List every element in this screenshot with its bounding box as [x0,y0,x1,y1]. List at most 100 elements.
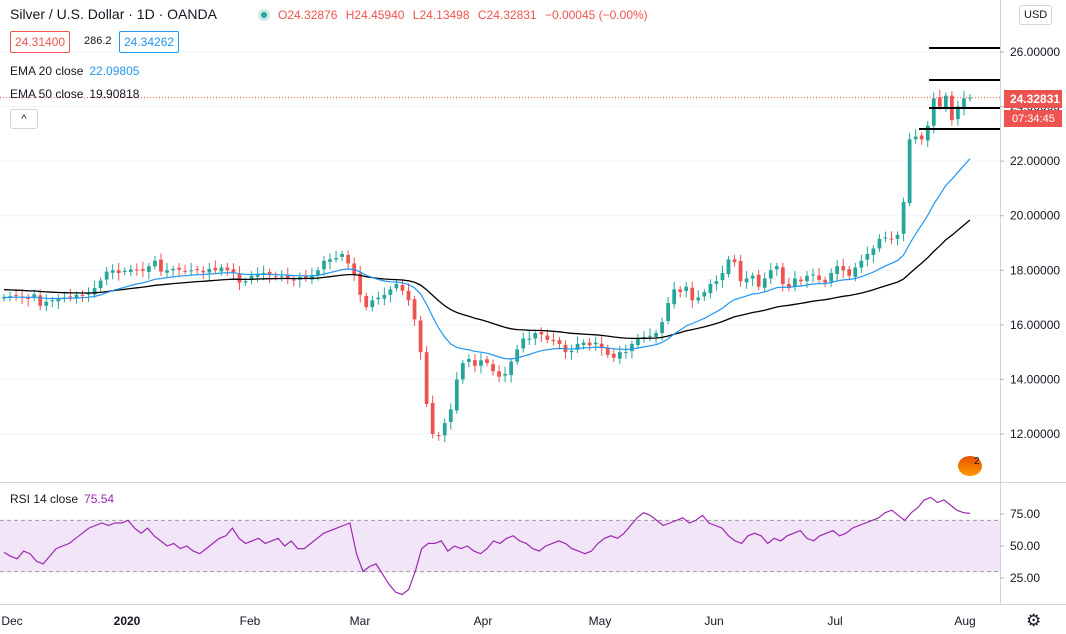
candle-body [104,271,109,280]
time-axis: Dec 2020 Feb Mar Apr May Jun Jul Aug [1,614,975,628]
chart-background [0,0,1000,480]
candle-body [291,279,296,281]
candle-body [962,98,966,108]
candle-body [225,267,230,271]
time-tick-label: Aug [954,614,975,628]
ema20-value: 22.09805 [89,64,140,78]
candle-body [406,290,411,301]
candle-body [364,295,369,308]
time-tick-label: Feb [240,614,261,628]
candle-body [424,352,429,404]
candle-body [80,294,85,296]
rsi-line [3,496,971,596]
collapse-legend-button[interactable]: ^ [10,109,38,129]
candle-body [768,270,773,279]
candle-body [171,268,175,271]
candle-body [702,292,707,297]
candle-body [273,276,278,278]
candle-body [943,95,948,108]
ema50-legend[interactable]: EMA 50 close 19.90818 [10,87,139,101]
candle-body [388,289,393,295]
ema20-legend[interactable]: EMA 20 close 22.09805 [10,64,139,78]
candle-body [207,268,212,273]
candle-body [183,270,187,272]
candle-body [116,270,121,274]
candle-body [304,276,308,279]
events-flag-icon[interactable]: 2 [958,456,982,476]
support-resistance-lines[interactable] [919,47,1000,130]
rsi-label: RSI 14 close [10,492,79,506]
candle-body [92,288,97,295]
price-tick-label: 20.00000 [1010,209,1060,223]
candle-body [68,296,73,298]
candle-body [255,273,260,277]
candle-body [219,267,224,272]
last-price-label: 24.32831 [1010,92,1060,106]
candle-body [394,283,399,289]
candle-body [841,266,846,271]
sell-price-button[interactable]: 24.31400 [10,31,71,53]
candle-body [557,340,562,344]
candle-body [660,322,664,334]
price-axis: 26.0000024.0000022.0000020.0000018.00000… [1000,45,1060,441]
candle-body [237,273,242,283]
candle-body [322,260,326,270]
currency-button[interactable]: USD [1019,5,1053,25]
candle-body [684,286,689,292]
candle-body [279,276,284,278]
candle-body [732,259,737,263]
candle-body [243,281,248,283]
candle-body [756,274,761,287]
close-value: C24.32831 [477,8,537,22]
ohlc-readout: O24.32876 H24.45940 L24.13498 C24.32831 … [278,8,653,22]
symbol-title[interactable]: Silver / U.S. Dollar · 1D · OANDA [10,6,217,22]
time-tick-label: Mar [350,614,371,628]
candle-body [787,283,791,289]
candle-body [110,270,115,273]
candle-body [86,293,91,295]
time-tick-label: May [589,614,612,628]
candle-body [883,237,888,239]
market-status-icon[interactable] [258,9,270,21]
countdown-label: 07:34:45 [1012,113,1055,125]
candle-body [479,360,483,366]
candle-body [605,348,610,355]
countdown-label-bg [1004,110,1062,127]
candle-body [334,258,338,260]
candle-body [285,275,290,279]
candle-body [708,283,713,294]
candle-body [38,295,43,306]
candle-body [261,273,266,275]
candle-body [26,297,31,299]
candle-body [738,261,743,282]
candle-body [581,342,586,346]
candle-body [907,139,912,204]
candle-body [533,333,538,339]
candle-body [539,331,544,335]
candle-body [448,409,453,422]
candle-body [750,275,755,279]
time-tick-label: Jul [827,614,842,628]
time-tick-label: Dec [1,614,22,628]
candle-body [780,267,785,284]
candle-body [648,335,652,337]
rsi-legend[interactable]: RSI 14 close 75.54 [10,492,114,506]
buy-price-button[interactable]: 24.34262 [119,31,180,53]
candle-body [726,259,731,275]
open-value: O24.32876 [278,8,338,22]
candle-body [623,352,628,354]
candle-body [418,320,423,353]
candle-body [2,297,6,299]
candle-body [346,255,351,264]
candle-body [454,379,459,411]
candle-body [931,98,936,126]
candle-body [611,353,616,358]
candle-body [817,275,821,280]
settings-gear-icon[interactable]: ⚙ [1026,611,1042,630]
candle-body [503,373,507,376]
candle-body [509,361,514,376]
candle-body [195,269,200,271]
candle-body [32,294,37,298]
candle-body [491,364,495,372]
